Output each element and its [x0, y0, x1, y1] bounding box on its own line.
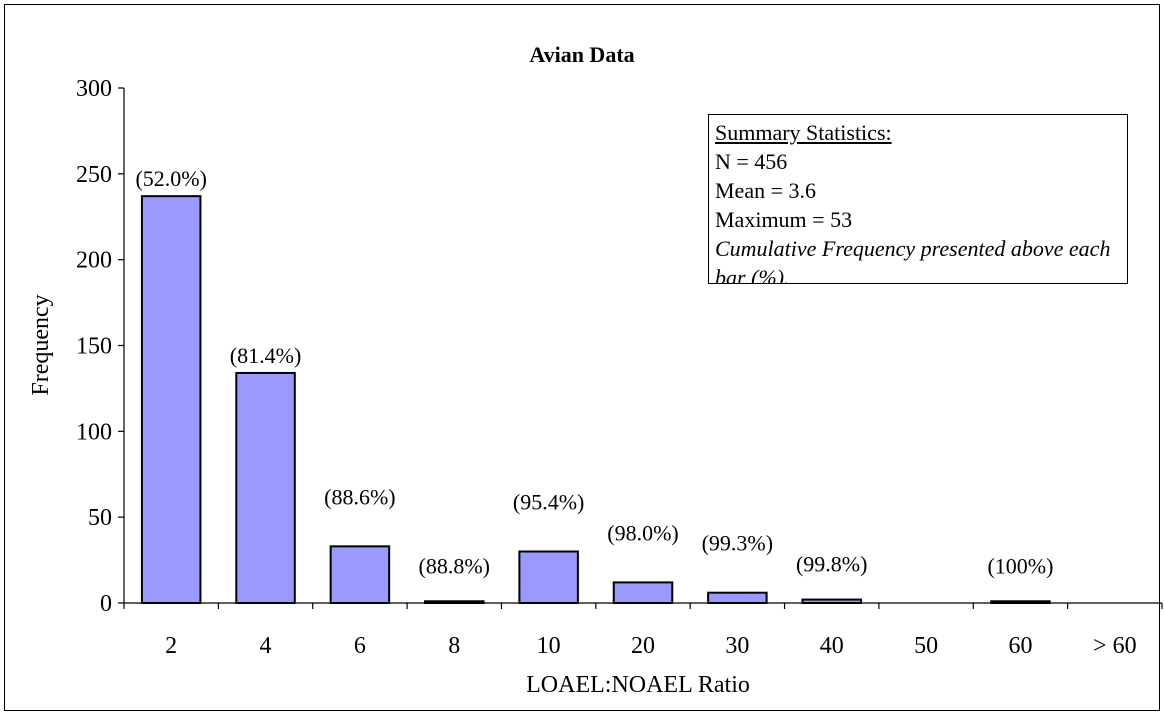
- bar-8: [424, 600, 485, 604]
- bar-30: [707, 591, 768, 605]
- cumulative-label: (81.4%): [230, 343, 301, 368]
- summary-statistics-box: Summary Statistics: N = 456 Mean = 3.6 M…: [708, 114, 1128, 284]
- y-tick-label: 200: [76, 248, 112, 274]
- cumulative-label: (88.6%): [324, 484, 395, 509]
- cumulative-label: (98.0%): [607, 520, 678, 545]
- summary-mean: Mean = 3.6: [715, 178, 816, 203]
- bar-40: [801, 598, 862, 604]
- y-axis-title: Frequency: [28, 294, 54, 395]
- bar-20: [612, 581, 674, 605]
- summary-maximum: Maximum = 53: [715, 207, 853, 232]
- x-tick-label: 6: [354, 633, 366, 659]
- x-tick-label: 30: [725, 633, 749, 659]
- x-tick-label: 40: [820, 633, 844, 659]
- summary-n: N = 456: [715, 149, 788, 174]
- summary-heading: Summary Statistics:: [715, 120, 892, 145]
- bar-60: [990, 600, 1051, 604]
- cumulative-label: (88.8%): [419, 553, 490, 578]
- cumulative-label: (99.8%): [796, 552, 867, 577]
- x-axis-title: LOAEL:NOAEL Ratio: [526, 672, 750, 698]
- cumulative-label: (52.0%): [135, 166, 206, 191]
- x-tick-label: 10: [537, 633, 561, 659]
- y-tick-label: 0: [100, 591, 112, 617]
- y-tick-label: 250: [76, 162, 112, 188]
- y-tick-label: 150: [76, 334, 112, 360]
- x-tick-label: 50: [914, 633, 938, 659]
- y-tick-label: 100: [76, 419, 112, 445]
- bar-2: [140, 195, 202, 604]
- cumulative-labels: (52.0%) (81.4%) (88.6%) (88.8%) (95.4%) (98.0…: [135, 166, 1053, 578]
- x-tick-label: 8: [448, 633, 460, 659]
- bars: [140, 195, 1051, 605]
- bar-10: [518, 550, 579, 604]
- y-tick-label: 50: [88, 505, 112, 531]
- y-axis: 0 50 100 150 200 250 300: [76, 76, 125, 617]
- cumulative-label: (100%): [987, 553, 1053, 578]
- x-tick-label: 20: [631, 633, 655, 659]
- x-tick-label: 60: [1008, 633, 1032, 659]
- cumulative-label: (99.3%): [702, 531, 773, 556]
- chart-title: Avian Data: [529, 42, 634, 67]
- bar-4: [235, 371, 296, 605]
- y-tick-label: 300: [76, 76, 112, 102]
- x-tick-label: 4: [260, 633, 272, 659]
- x-tick-label: > 60: [1093, 633, 1137, 659]
- x-axis: 2 4 6 8 10 20 30 40 50 60 > 60: [123, 602, 1163, 659]
- bar-6: [329, 545, 391, 604]
- summary-note: Cumulative Frequency presented above eac…: [715, 236, 1111, 284]
- cumulative-label: (95.4%): [513, 490, 584, 515]
- x-tick-label: 2: [165, 633, 177, 659]
